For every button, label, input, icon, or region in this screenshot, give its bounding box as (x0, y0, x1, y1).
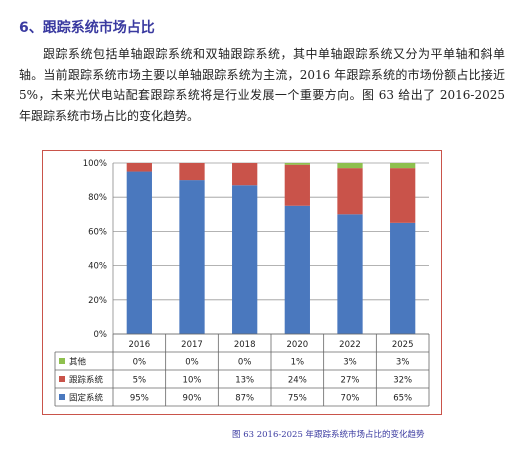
figure-caption: 图 63 2016-2025 年跟踪系统市场占比的变化趋势 (232, 430, 425, 440)
x-category-label: 2022 (339, 340, 361, 350)
bar-segment (179, 180, 205, 334)
paragraph-text: 跟踪系统包括单轴跟踪系统和双轴跟踪系统，其中单轴跟踪系统又分为平单轴和斜单轴。当… (19, 47, 505, 123)
data-table-value: 0% (238, 358, 252, 368)
series-name-label: 跟踪系统 (69, 375, 104, 386)
bar-segment (179, 163, 205, 181)
bar-segment (337, 214, 363, 334)
y-tick-label: 0% (94, 330, 108, 340)
y-tick-label: 60% (88, 227, 107, 237)
bar-segment (337, 168, 363, 215)
data-table-value: 90% (183, 394, 202, 404)
legend-key (59, 394, 65, 400)
bar-segment (390, 222, 416, 334)
data-table-value: 3% (343, 358, 357, 368)
section-heading: 6、跟踪系统市场占比 (19, 20, 155, 36)
legend-key (59, 358, 65, 364)
data-table-value: 75% (288, 394, 307, 404)
bar-segment (232, 185, 258, 334)
bar-segment (126, 163, 152, 172)
bar-segment (337, 163, 363, 169)
data-table-value: 27% (341, 376, 360, 386)
x-category-label: 2018 (234, 340, 256, 350)
stacked-bar-chart: 0% 20% 40% 60% 80% 100% 2016 2017 2018 2020 2022 20… (54, 159, 430, 407)
body-paragraph: 跟踪系统包括单轴跟踪系统和双轴跟踪系统，其中单轴跟踪系统又分为平单轴和斜单轴。当… (19, 44, 505, 126)
data-table-value: 3% (396, 358, 410, 368)
y-tick-label: 20% (88, 296, 107, 306)
x-category-label: 2025 (392, 340, 414, 350)
bar-segment (284, 163, 310, 165)
data-table-value: 0% (133, 358, 147, 368)
legend-key (59, 376, 65, 382)
data-table-value: 70% (341, 394, 360, 404)
chart-frame: 0% 20% 40% 60% 80% 100% 2016 2017 2018 2020 2022 20… (42, 150, 442, 415)
data-table-value: 65% (393, 394, 412, 404)
bar-segment (284, 205, 310, 334)
x-category-label: 2020 (287, 340, 309, 350)
data-table-value: 1% (291, 358, 305, 368)
data-table-value: 5% (133, 376, 147, 386)
series-name-label: 其他 (69, 357, 87, 368)
data-table-value: 0% (185, 358, 199, 368)
y-tick-label: 40% (88, 262, 107, 272)
series-name-label: 固定系统 (69, 393, 104, 404)
bar-segment (390, 168, 416, 223)
data-table-value: 95% (130, 394, 149, 404)
bar-segment (126, 171, 152, 334)
bar-segment (232, 163, 258, 186)
data-table-value: 32% (393, 376, 412, 386)
data-table-value: 10% (183, 376, 202, 386)
x-category-label: 2017 (181, 340, 203, 350)
y-tick-label: 100% (83, 159, 107, 169)
data-table-value: 24% (288, 376, 307, 386)
x-category-label: 2016 (129, 340, 151, 350)
bar-segment (390, 163, 416, 169)
data-table-value: 87% (235, 394, 254, 404)
y-tick-label: 80% (88, 193, 107, 203)
data-table-value: 13% (235, 376, 254, 386)
bar-segment (284, 164, 310, 206)
